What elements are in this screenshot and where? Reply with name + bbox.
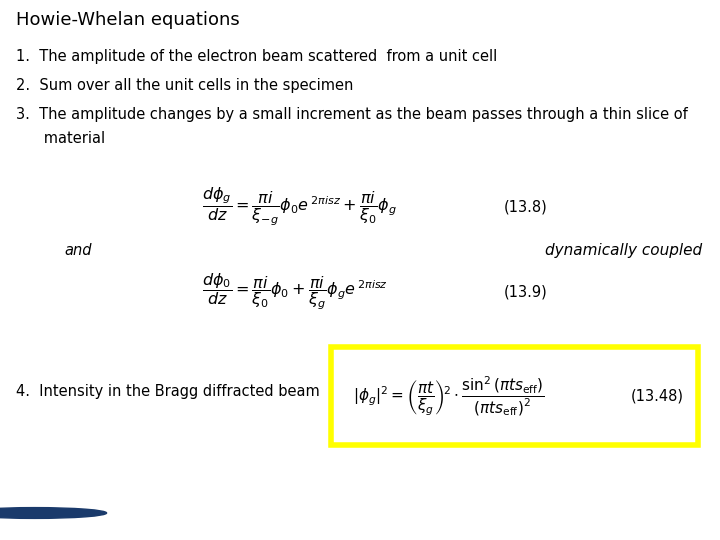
FancyBboxPatch shape [331,348,698,445]
Text: (13.9): (13.9) [504,284,548,299]
Text: Technology for a better society: Technology for a better society [431,505,698,521]
Text: material: material [16,131,105,146]
Text: 3.  The amplitude changes by a small increment as the beam passes through a thin: 3. The amplitude changes by a small incr… [16,107,688,122]
Text: (13.8): (13.8) [504,199,548,214]
Text: 2.  Sum over all the unit cells in the specimen: 2. Sum over all the unit cells in the sp… [16,78,354,93]
Circle shape [0,504,157,522]
Text: and: and [65,243,92,258]
Text: (13.48): (13.48) [631,389,684,403]
Text: SINTEF: SINTEF [68,504,140,522]
Text: $\dfrac{d\phi_g}{dz} = \dfrac{\pi i}{\xi_{-g}}\phi_0 e^{\,2\pi i sz} + \dfrac{\p: $\dfrac{d\phi_g}{dz} = \dfrac{\pi i}{\xi… [202,185,397,228]
Text: dynamically coupled: dynamically coupled [545,243,702,258]
Text: $|\phi_g|^2 = \left(\dfrac{\pi t}{\xi_g}\right)^{\!2} \cdot \dfrac{\sin^2(\pi t : $|\phi_g|^2 = \left(\dfrac{\pi t}{\xi_g}… [353,374,544,418]
Text: Howie-Whelan equations: Howie-Whelan equations [16,11,240,29]
Text: 4.  Intensity in the Bragg diffracted beam: 4. Intensity in the Bragg diffracted bea… [16,384,320,399]
Circle shape [0,508,107,518]
Text: $\dfrac{d\phi_0}{dz} = \dfrac{\pi i}{\xi_0}\phi_0 + \dfrac{\pi i}{\xi_g}\phi_g e: $\dfrac{d\phi_0}{dz} = \dfrac{\pi i}{\xi… [202,271,387,312]
Text: 1.  The amplitude of the electron beam scattered  from a unit cell: 1. The amplitude of the electron beam sc… [16,49,497,64]
